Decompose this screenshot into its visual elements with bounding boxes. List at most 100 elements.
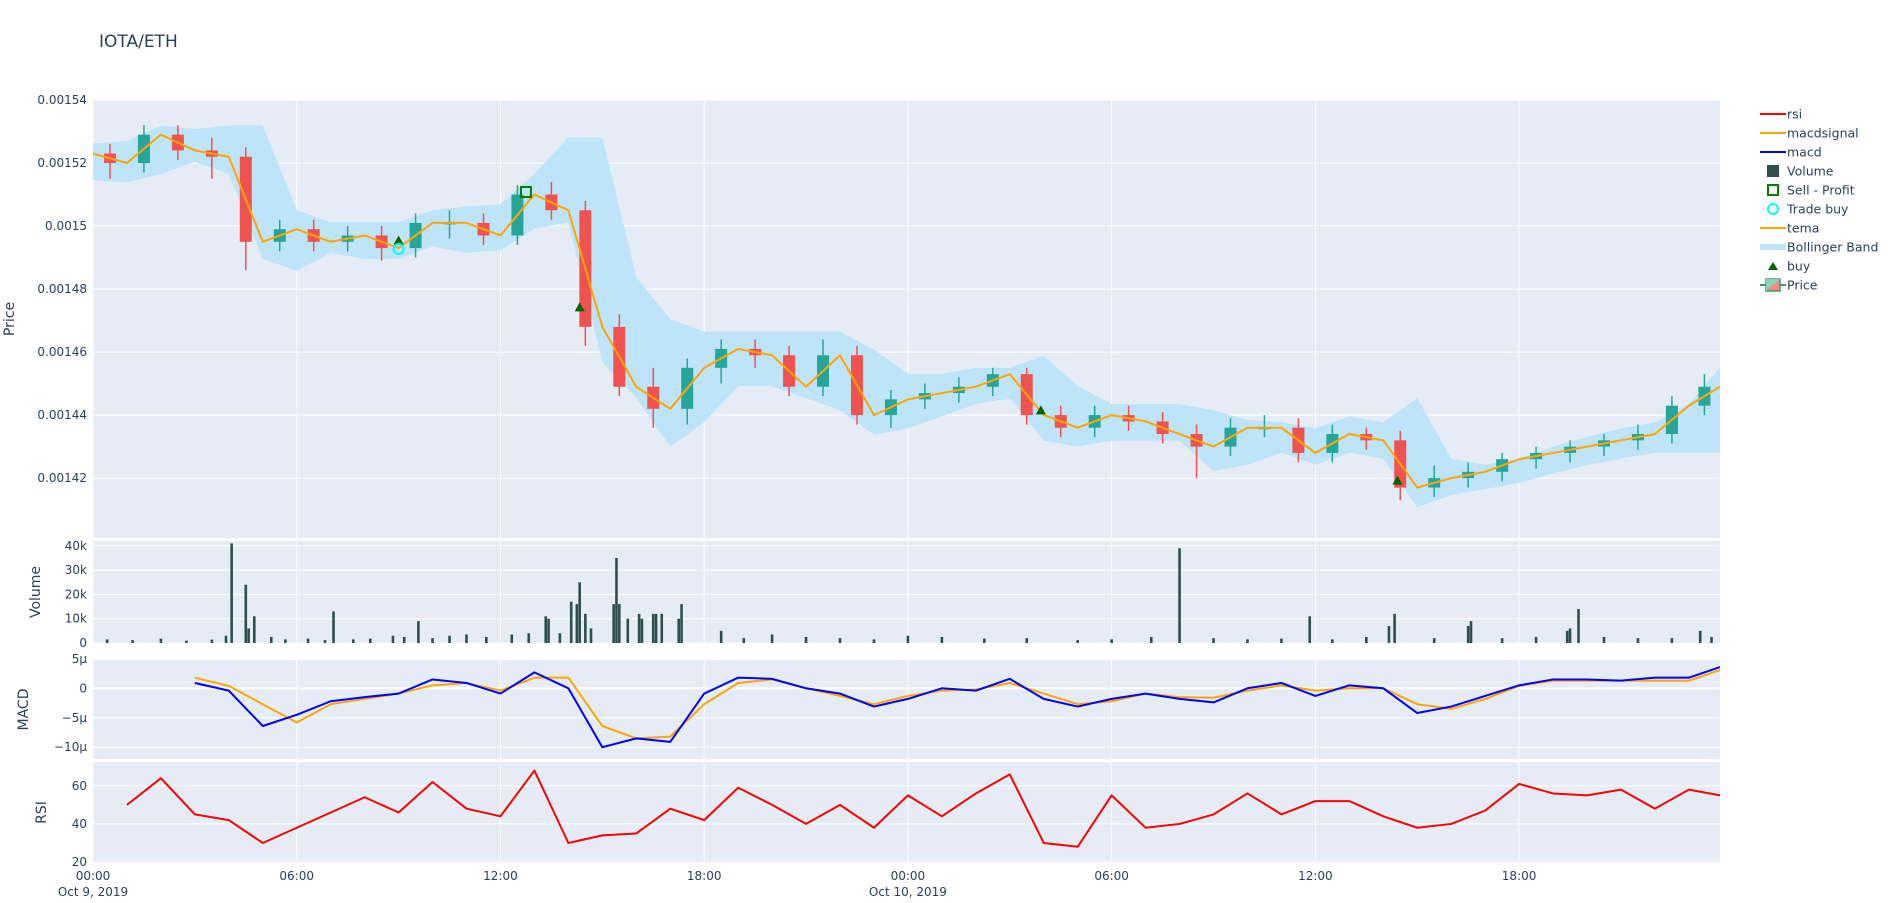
- volume-bar[interactable]: [1076, 640, 1079, 643]
- volume-bar[interactable]: [448, 635, 451, 643]
- volume-bar[interactable]: [210, 639, 214, 643]
- price-candle[interactable]: [579, 200, 592, 346]
- legend-item-buy[interactable]: buy: [1768, 259, 1811, 274]
- trade-buy-marker[interactable]: [392, 243, 405, 256]
- volume-bar[interactable]: [465, 634, 468, 644]
- volume-bar[interactable]: [1534, 636, 1538, 643]
- volume-bar[interactable]: [615, 558, 618, 643]
- volume-bar[interactable]: [306, 638, 310, 643]
- volume-bar[interactable]: [1500, 638, 1504, 643]
- volume-bar[interactable]: [719, 630, 723, 643]
- volume-bar[interactable]: [1469, 621, 1473, 643]
- volume-bar[interactable]: [1568, 628, 1572, 643]
- volume-bar[interactable]: [906, 635, 910, 643]
- volume-bar[interactable]: [1602, 636, 1606, 643]
- volume-bar[interactable]: [637, 613, 641, 643]
- volume-bar[interactable]: [654, 613, 658, 643]
- volume-bar[interactable]: [368, 638, 372, 643]
- volume-bar[interactable]: [584, 613, 587, 643]
- volume-bar[interactable]: [770, 634, 774, 644]
- volume-bar[interactable]: [332, 611, 335, 643]
- volume-bar[interactable]: [1636, 638, 1640, 643]
- volume-bar[interactable]: [1331, 639, 1334, 643]
- buy-marker[interactable]: [1035, 405, 1046, 415]
- legend-item-rsi[interactable]: rsi: [1760, 107, 1802, 122]
- volume-panel[interactable]: [93, 541, 1720, 643]
- volume-bar[interactable]: [510, 634, 514, 644]
- volume-bar[interactable]: [1025, 638, 1029, 643]
- volume-bar[interactable]: [323, 640, 327, 643]
- volume-bar[interactable]: [1670, 638, 1674, 643]
- volume-bar[interactable]: [105, 639, 109, 643]
- volume-bar[interactable]: [804, 636, 808, 643]
- buy-marker[interactable]: [1392, 475, 1403, 485]
- volume-bar[interactable]: [431, 638, 434, 643]
- volume-bar[interactable]: [352, 639, 355, 643]
- volume-bar[interactable]: [1577, 609, 1580, 643]
- volume-bar[interactable]: [1365, 636, 1368, 643]
- volume-bar[interactable]: [1565, 630, 1569, 643]
- buy-marker[interactable]: [393, 235, 404, 245]
- sell-profit-marker[interactable]: [519, 186, 532, 199]
- volume-bar[interactable]: [677, 618, 681, 643]
- volume-bar[interactable]: [131, 640, 134, 643]
- volume-bar[interactable]: [269, 636, 273, 643]
- volume-bar[interactable]: [640, 618, 644, 643]
- volume-bar[interactable]: [558, 633, 562, 643]
- volume-bar[interactable]: [838, 638, 842, 643]
- volume-bar[interactable]: [244, 584, 248, 643]
- legend-item-trade-buy[interactable]: Trade buy: [1767, 202, 1849, 217]
- volume-bar[interactable]: [617, 604, 621, 643]
- volume-bar[interactable]: [651, 613, 655, 643]
- volume-bar[interactable]: [940, 636, 944, 643]
- volume-bar[interactable]: [1149, 636, 1153, 643]
- volume-bar[interactable]: [1393, 613, 1396, 643]
- volume-bar[interactable]: [252, 616, 256, 643]
- volume-bar[interactable]: [660, 613, 664, 643]
- volume-bar[interactable]: [1280, 638, 1283, 643]
- volume-bar[interactable]: [1246, 639, 1249, 643]
- volume-bar[interactable]: [1387, 626, 1391, 643]
- volume-bar[interactable]: [230, 543, 233, 643]
- volume-bar[interactable]: [417, 621, 420, 643]
- legend-item-macd[interactable]: macd: [1760, 145, 1822, 160]
- volume-bar[interactable]: [872, 639, 876, 643]
- legend-item-sell-profit[interactable]: Sell - Profit: [1767, 183, 1855, 198]
- volume-bar[interactable]: [589, 628, 593, 643]
- volume-bar[interactable]: [159, 638, 163, 643]
- volume-bar[interactable]: [284, 639, 287, 643]
- volume-bar[interactable]: [247, 628, 250, 643]
- legend-item-tema[interactable]: tema: [1760, 221, 1819, 236]
- volume-bar[interactable]: [402, 636, 406, 643]
- legend-item-bollinger-band[interactable]: Bollinger Band: [1760, 240, 1878, 255]
- buy-marker[interactable]: [574, 302, 585, 312]
- volume-bar[interactable]: [547, 618, 550, 643]
- volume-bar[interactable]: [626, 618, 630, 643]
- volume-bar[interactable]: [185, 640, 188, 643]
- legend-item-macdsignal[interactable]: macdsignal: [1760, 126, 1859, 141]
- macd-panel[interactable]: [93, 660, 1720, 759]
- rsi-panel[interactable]: [93, 762, 1720, 863]
- volume-bar[interactable]: [1432, 638, 1436, 643]
- volume-bar[interactable]: [742, 638, 746, 643]
- volume-bar[interactable]: [544, 616, 548, 643]
- volume-bar[interactable]: [1110, 639, 1113, 643]
- legend-item-volume[interactable]: Volume: [1767, 164, 1834, 179]
- volume-bar[interactable]: [612, 604, 615, 643]
- volume-bar[interactable]: [391, 635, 395, 643]
- volume-bar[interactable]: [1212, 638, 1215, 643]
- volume-bar[interactable]: [1178, 548, 1181, 643]
- volume-bar[interactable]: [1710, 636, 1713, 643]
- volume-bar[interactable]: [527, 633, 531, 643]
- volume-bar[interactable]: [1698, 630, 1702, 643]
- volume-bar[interactable]: [224, 635, 228, 643]
- volume-bar[interactable]: [575, 604, 579, 643]
- volume-bar[interactable]: [485, 636, 488, 643]
- volume-bar[interactable]: [569, 601, 573, 643]
- volume-bar[interactable]: [983, 638, 986, 643]
- volume-bar[interactable]: [578, 582, 581, 643]
- legend-item-price[interactable]: Price: [1760, 278, 1818, 293]
- volume-bar[interactable]: [1308, 616, 1312, 643]
- volume-bar[interactable]: [680, 604, 683, 643]
